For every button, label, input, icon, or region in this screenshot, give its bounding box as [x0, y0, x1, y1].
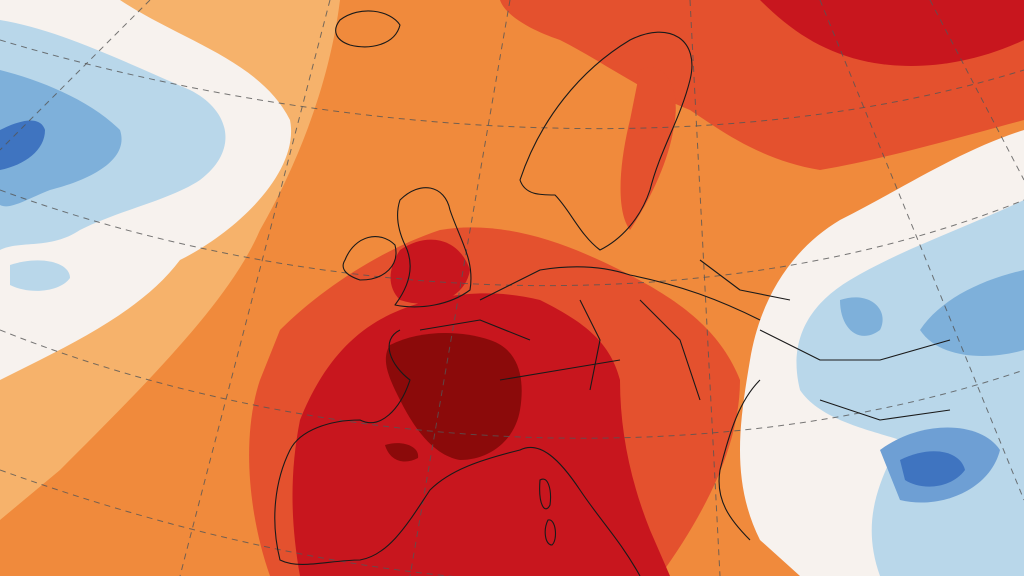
longitude-line [929, 0, 1024, 181]
latitude-line [0, 39, 1024, 130]
ireland [342, 236, 397, 281]
anomaly-extreme-france [385, 333, 522, 460]
anomaly-blue-patch [840, 297, 883, 336]
anomaly-blue-east [920, 270, 1024, 356]
longitude-line [689, 0, 721, 576]
scandinavia [519, 31, 693, 251]
longitude-line [0, 0, 151, 151]
anomaly-blue-west [0, 70, 122, 207]
anomaly-dark-blue-west [0, 120, 45, 170]
longitude-line [409, 0, 511, 576]
islands [539, 478, 557, 546]
longitude-line [819, 0, 1024, 501]
latitude-line [0, 469, 700, 576]
latitude-line [0, 189, 1024, 287]
longitude-line [179, 0, 331, 576]
anomaly-red-scandinavia [620, 67, 676, 230]
anomaly-light-blue-patch [10, 260, 70, 291]
coastlines [274, 10, 951, 576]
great-britain [394, 187, 472, 308]
continental-coast [274, 266, 761, 576]
borders [419, 259, 951, 421]
anomaly-deep-red-britain [390, 239, 470, 304]
latitude-line [0, 329, 1024, 439]
anomaly-dark-blue-southeast [900, 451, 965, 487]
iceland [335, 10, 401, 48]
anomaly-extreme-spain [385, 443, 419, 462]
anomaly-deep-red-north [760, 0, 1024, 66]
